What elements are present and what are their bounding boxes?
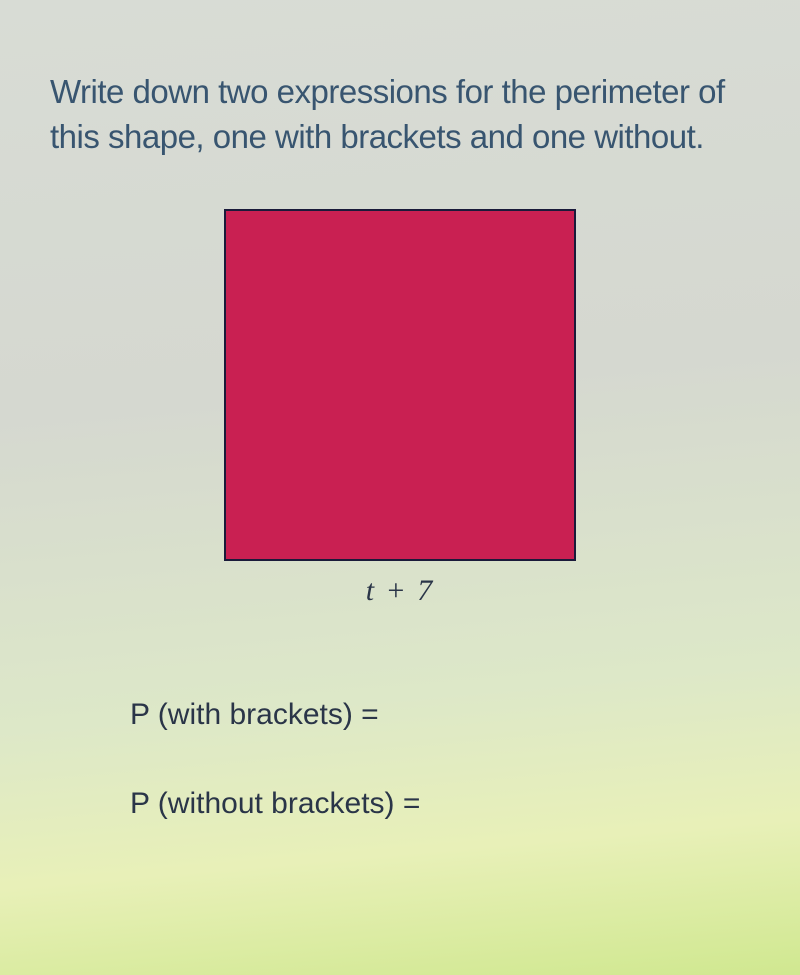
- square-shape: [224, 209, 576, 561]
- answer-with-brackets: P (with brackets) =: [130, 698, 750, 732]
- side-label: t + 7: [50, 574, 750, 608]
- question-text: Write down two expressions for the perim…: [50, 70, 750, 159]
- answer-without-brackets: P (without brackets) =: [130, 787, 750, 821]
- shape-container: t + 7: [50, 209, 750, 608]
